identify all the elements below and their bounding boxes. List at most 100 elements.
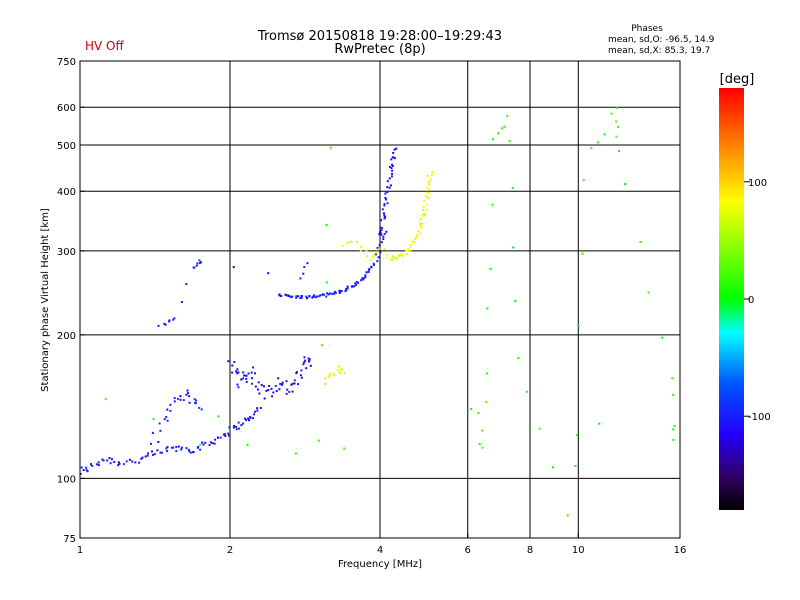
- data-point: [294, 452, 297, 455]
- data-point: [386, 180, 389, 183]
- data-point: [109, 462, 112, 465]
- data-point: [219, 436, 222, 439]
- data-point: [380, 219, 383, 222]
- data-point: [138, 461, 141, 464]
- data-point: [293, 382, 296, 385]
- data-point: [380, 227, 383, 230]
- data-point: [393, 156, 396, 159]
- data-point: [423, 199, 426, 202]
- data-point: [166, 446, 169, 449]
- data-point: [299, 374, 302, 377]
- data-point: [278, 388, 281, 391]
- data-point: [511, 187, 514, 189]
- data-point: [309, 364, 312, 367]
- data-point: [195, 399, 198, 402]
- data-point: [470, 408, 473, 411]
- data-point: [323, 293, 325, 296]
- data-point: [299, 297, 302, 300]
- data-point: [380, 229, 383, 232]
- data-point: [248, 419, 250, 422]
- data-point: [279, 383, 282, 385]
- data-point: [168, 319, 171, 322]
- data-point: [391, 259, 394, 261]
- data-point: [419, 224, 422, 227]
- data-point: [228, 426, 231, 429]
- data-point: [421, 214, 424, 217]
- data-point: [426, 186, 429, 189]
- data-point: [231, 371, 234, 374]
- data-point: [391, 169, 394, 172]
- data-point: [164, 323, 167, 326]
- data-point: [372, 262, 375, 265]
- data-point: [106, 459, 109, 462]
- data-point: [373, 253, 376, 256]
- data-point: [381, 208, 384, 211]
- data-point: [166, 408, 169, 411]
- data-point: [278, 294, 281, 297]
- data-point: [300, 376, 303, 379]
- data-point: [304, 359, 307, 362]
- data-point: [235, 425, 238, 428]
- data-point: [153, 453, 156, 456]
- data-point: [236, 383, 239, 386]
- data-point: [329, 146, 332, 149]
- data-point: [82, 469, 85, 471]
- data-point: [378, 233, 381, 236]
- x-axis-label: Frequency [MHz]: [338, 559, 422, 570]
- data-point: [340, 368, 343, 371]
- data-point: [85, 466, 88, 469]
- data-point: [380, 241, 383, 244]
- data-point: [265, 389, 268, 392]
- data-point: [307, 357, 310, 360]
- data-point: [267, 272, 270, 275]
- data-point: [395, 258, 398, 261]
- data-point: [383, 204, 386, 207]
- data-point: [320, 344, 323, 347]
- data-point: [345, 288, 348, 290]
- data-point: [615, 106, 618, 109]
- data-point: [256, 409, 259, 412]
- data-point: [254, 385, 257, 388]
- data-point: [673, 424, 676, 427]
- data-point: [661, 336, 664, 339]
- data-point: [491, 203, 494, 206]
- x-tick-label: 8: [527, 545, 533, 556]
- data-point: [334, 290, 336, 293]
- data-point: [383, 248, 386, 251]
- data-point: [639, 241, 642, 243]
- data-point: [388, 177, 391, 180]
- data-point: [196, 446, 199, 449]
- data-point: [603, 133, 606, 136]
- data-point: [237, 421, 240, 424]
- data-point: [189, 451, 192, 454]
- data-point: [371, 255, 374, 258]
- data-point: [146, 454, 149, 457]
- colorbar-tick-label: -100: [748, 412, 771, 423]
- y-tick-label: 500: [57, 141, 76, 152]
- chart-title: Tromsø 20150818 19:28:00–19:29:43: [257, 29, 502, 44]
- data-point: [336, 368, 339, 371]
- data-points: [79, 106, 676, 517]
- data-point: [188, 395, 190, 398]
- data-point: [362, 278, 365, 281]
- data-point: [339, 291, 341, 294]
- data-point: [423, 212, 425, 215]
- data-point: [263, 397, 266, 400]
- data-point: [211, 442, 214, 445]
- data-point: [237, 371, 240, 374]
- data-point: [160, 451, 163, 454]
- data-point: [325, 295, 328, 298]
- data-point: [300, 369, 303, 372]
- data-point: [249, 416, 252, 419]
- data-point: [159, 451, 162, 454]
- data-point: [232, 266, 235, 269]
- data-point: [195, 264, 198, 267]
- grid-lines: [80, 61, 680, 538]
- data-point: [233, 424, 236, 427]
- data-point: [303, 356, 306, 359]
- data-point: [390, 258, 392, 261]
- data-point: [350, 240, 353, 243]
- data-point: [250, 371, 253, 374]
- data-point: [618, 150, 620, 153]
- data-point: [517, 357, 520, 359]
